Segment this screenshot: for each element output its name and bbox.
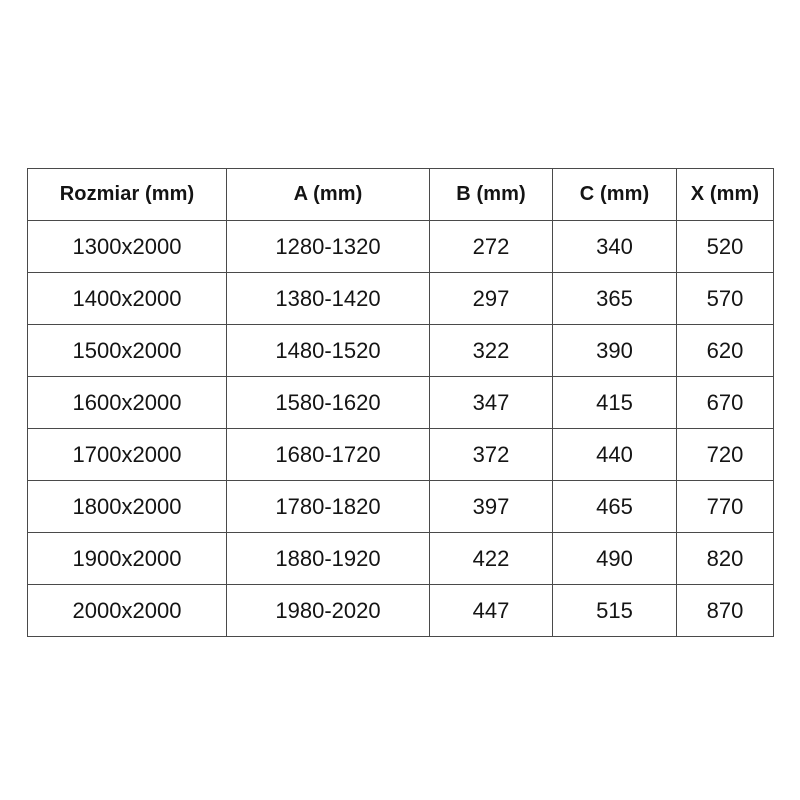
cell-a: 1880-1920 bbox=[226, 532, 430, 585]
table-row: 1600x2000 1580-1620 347 415 670 bbox=[27, 376, 774, 429]
cell-a: 1380-1420 bbox=[226, 272, 430, 325]
cell-b: 422 bbox=[429, 532, 553, 585]
column-header-x: X (mm) bbox=[676, 168, 774, 221]
table-row: 1700x2000 1680-1720 372 440 720 bbox=[27, 428, 774, 481]
column-header-b: B (mm) bbox=[429, 168, 553, 221]
cell-b: 272 bbox=[429, 220, 553, 273]
cell-a: 1780-1820 bbox=[226, 480, 430, 533]
cell-size: 1400x2000 bbox=[27, 272, 227, 325]
cell-size: 1900x2000 bbox=[27, 532, 227, 585]
table-row: 2000x2000 1980-2020 447 515 870 bbox=[27, 584, 774, 637]
column-header-c: C (mm) bbox=[552, 168, 677, 221]
dimensions-table: Rozmiar (mm) A (mm) B (mm) C (mm) X (mm)… bbox=[27, 168, 774, 637]
cell-a: 1480-1520 bbox=[226, 324, 430, 377]
cell-size: 1600x2000 bbox=[27, 376, 227, 429]
cell-x: 520 bbox=[676, 220, 774, 273]
cell-x: 770 bbox=[676, 480, 774, 533]
cell-x: 570 bbox=[676, 272, 774, 325]
cell-a: 1280-1320 bbox=[226, 220, 430, 273]
cell-x: 620 bbox=[676, 324, 774, 377]
cell-size: 1300x2000 bbox=[27, 220, 227, 273]
cell-c: 415 bbox=[552, 376, 677, 429]
table-header-row: Rozmiar (mm) A (mm) B (mm) C (mm) X (mm) bbox=[27, 168, 774, 221]
cell-c: 340 bbox=[552, 220, 677, 273]
column-header-a: A (mm) bbox=[226, 168, 430, 221]
cell-size: 2000x2000 bbox=[27, 584, 227, 637]
cell-a: 1680-1720 bbox=[226, 428, 430, 481]
cell-c: 515 bbox=[552, 584, 677, 637]
cell-c: 490 bbox=[552, 532, 677, 585]
cell-b: 322 bbox=[429, 324, 553, 377]
cell-b: 372 bbox=[429, 428, 553, 481]
table-row: 1900x2000 1880-1920 422 490 820 bbox=[27, 532, 774, 585]
column-header-size: Rozmiar (mm) bbox=[27, 168, 227, 221]
cell-x: 870 bbox=[676, 584, 774, 637]
cell-x: 670 bbox=[676, 376, 774, 429]
table-body: 1300x2000 1280-1320 272 340 520 1400x200… bbox=[27, 220, 774, 637]
table-row: 1800x2000 1780-1820 397 465 770 bbox=[27, 480, 774, 533]
table-header: Rozmiar (mm) A (mm) B (mm) C (mm) X (mm) bbox=[27, 168, 774, 221]
cell-b: 297 bbox=[429, 272, 553, 325]
table-row: 1300x2000 1280-1320 272 340 520 bbox=[27, 220, 774, 273]
cell-a: 1580-1620 bbox=[226, 376, 430, 429]
cell-size: 1500x2000 bbox=[27, 324, 227, 377]
cell-x: 720 bbox=[676, 428, 774, 481]
table-row: 1500x2000 1480-1520 322 390 620 bbox=[27, 324, 774, 377]
cell-b: 397 bbox=[429, 480, 553, 533]
table-row: 1400x2000 1380-1420 297 365 570 bbox=[27, 272, 774, 325]
cell-size: 1700x2000 bbox=[27, 428, 227, 481]
cell-b: 347 bbox=[429, 376, 553, 429]
cell-b: 447 bbox=[429, 584, 553, 637]
cell-c: 390 bbox=[552, 324, 677, 377]
cell-c: 465 bbox=[552, 480, 677, 533]
cell-size: 1800x2000 bbox=[27, 480, 227, 533]
cell-x: 820 bbox=[676, 532, 774, 585]
cell-c: 365 bbox=[552, 272, 677, 325]
cell-c: 440 bbox=[552, 428, 677, 481]
cell-a: 1980-2020 bbox=[226, 584, 430, 637]
